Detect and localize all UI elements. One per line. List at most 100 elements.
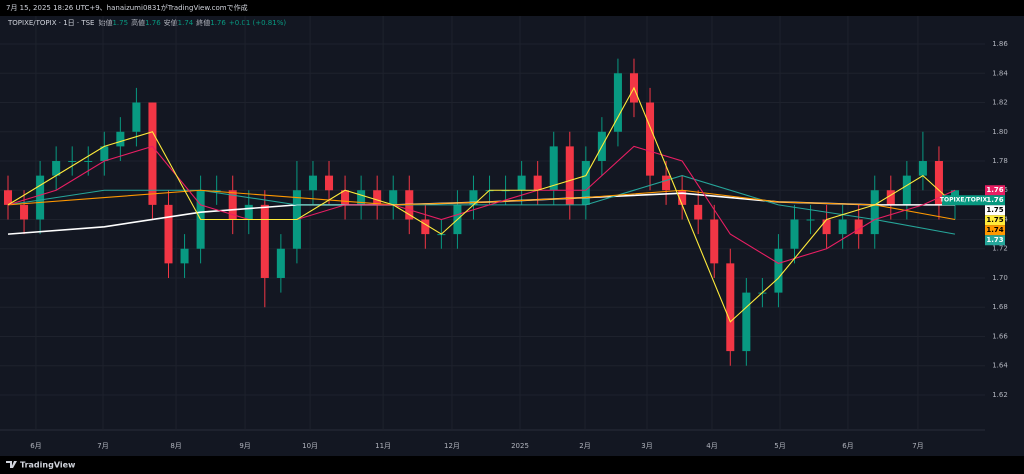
candle-body <box>790 219 799 249</box>
candle-body <box>148 102 157 205</box>
header: 7月 15, 2025 18:26 UTC+9、hanaizumi0831がTr… <box>6 3 248 12</box>
moving-average-line <box>7 86 956 323</box>
x-tick-label: 12月 <box>444 442 460 450</box>
candle-body <box>533 175 542 191</box>
price-label-box <box>985 185 1005 196</box>
y-tick-label: 1.80 <box>992 128 1008 136</box>
candle-body <box>710 219 719 264</box>
x-tick-label: 2月 <box>579 442 590 450</box>
candle-body <box>662 175 671 191</box>
brand-logo <box>6 461 17 468</box>
x-tick-label: 5月 <box>774 442 785 450</box>
legend-high-label: 高値 <box>131 18 145 27</box>
price-label: 1.76 <box>986 196 1003 204</box>
candle-body <box>694 204 703 220</box>
candle-body <box>100 146 109 162</box>
candle-body <box>325 175 334 191</box>
candle-body <box>838 219 847 235</box>
symbol-tag: TOPIXE/TOPIX <box>940 197 988 204</box>
candle-body <box>613 73 622 132</box>
price-label-box <box>985 215 1005 226</box>
x-tick-label: 6月 <box>30 442 41 450</box>
legend-low: 1.74 <box>178 19 194 27</box>
candle-body <box>517 175 526 191</box>
x-tick-label: 7月 <box>912 442 923 450</box>
y-tick-label: 1.66 <box>992 332 1008 340</box>
candle-body <box>212 190 221 192</box>
price-label-box <box>985 205 1005 216</box>
legend-low-label: 安値 <box>164 18 178 27</box>
y-tick-label: 1.78 <box>992 157 1008 165</box>
y-tick-label: 1.84 <box>992 69 1008 77</box>
candle-body <box>469 190 478 205</box>
x-tick-label: 4月 <box>706 442 717 450</box>
y-tick-label: 1.68 <box>992 303 1008 311</box>
legend-symbol: TOPIXE/TOPIX · 1日 · TSE <box>7 19 94 27</box>
candle-body <box>678 190 687 205</box>
candle-body <box>308 175 317 191</box>
candle-body <box>36 175 45 220</box>
x-tick-label: 3月 <box>641 442 652 450</box>
brand: TradingView <box>6 461 76 470</box>
candle-body <box>52 161 61 176</box>
candle-body <box>581 161 590 205</box>
y-tick-label: 1.86 <box>992 40 1008 48</box>
legend-open-label: 始値 <box>98 18 112 27</box>
price-label-box <box>985 195 1005 206</box>
y-tick-label: 1.72 <box>992 245 1008 253</box>
candle-body <box>934 161 943 205</box>
candle-body <box>164 204 173 264</box>
candle-body <box>373 190 382 205</box>
candle-body <box>806 219 815 221</box>
symbol-tag-box <box>942 195 985 206</box>
x-tick-label: 8月 <box>170 442 181 450</box>
candle-body <box>180 248 189 264</box>
candle-body <box>357 190 366 205</box>
candle-body <box>116 131 125 147</box>
y-tick-label: 1.82 <box>992 99 1008 107</box>
y-tick-label: 1.64 <box>992 362 1008 370</box>
price-label: 1.74 <box>986 226 1003 234</box>
moving-average-line <box>7 145 956 264</box>
candle-body <box>565 146 574 205</box>
x-tick-label: 2025 <box>511 442 529 450</box>
y-tick-label: 1.70 <box>992 274 1008 282</box>
candle-body <box>774 248 783 293</box>
candle-body <box>132 102 141 132</box>
candle-body <box>84 161 93 163</box>
candle-body <box>549 146 558 191</box>
price-label: 1.73 <box>986 236 1003 244</box>
x-tick-label: 10月 <box>302 442 318 450</box>
legend-text: TOPIXE/TOPIX · 1日 · TSE 始値1.75 高値1.76 安値1.7… <box>7 18 286 27</box>
legend-change: +0.01 (+0.81%) <box>229 19 287 27</box>
candle-body <box>726 263 735 352</box>
candle-body <box>742 292 751 352</box>
legend-close-label: 終値 <box>196 18 210 27</box>
candle-body <box>228 190 237 220</box>
legend: TOPIXE/TOPIX · 1日 · TSE 始値1.75 高値1.76 安値1.7… <box>7 18 286 27</box>
x-tick-label: 11月 <box>375 442 391 450</box>
candle-body <box>68 161 77 163</box>
candle-body <box>902 175 911 205</box>
x-tick-label: 7月 <box>97 442 108 450</box>
candle-body <box>20 204 29 220</box>
x-tick-label: 9月 <box>239 442 250 450</box>
candle-body <box>341 190 350 205</box>
legend-high: 1.76 <box>145 19 161 27</box>
candle-body <box>3 190 13 205</box>
candle-body <box>244 204 253 220</box>
candle-body <box>822 219 831 235</box>
price-label-box <box>985 235 1005 246</box>
price-label: 1.75 <box>986 216 1003 224</box>
candle-body <box>421 219 430 235</box>
x-tick-label: 6月 <box>842 442 853 450</box>
y-tick-label: 1.62 <box>992 391 1008 399</box>
legend-open: 1.75 <box>112 19 128 27</box>
candle-body <box>389 190 398 205</box>
candle-body <box>854 219 863 235</box>
candle-body <box>870 190 879 235</box>
price-label-box <box>985 225 1005 236</box>
moving-average-line <box>7 189 956 221</box>
legend-close: 1.76 <box>210 19 226 27</box>
